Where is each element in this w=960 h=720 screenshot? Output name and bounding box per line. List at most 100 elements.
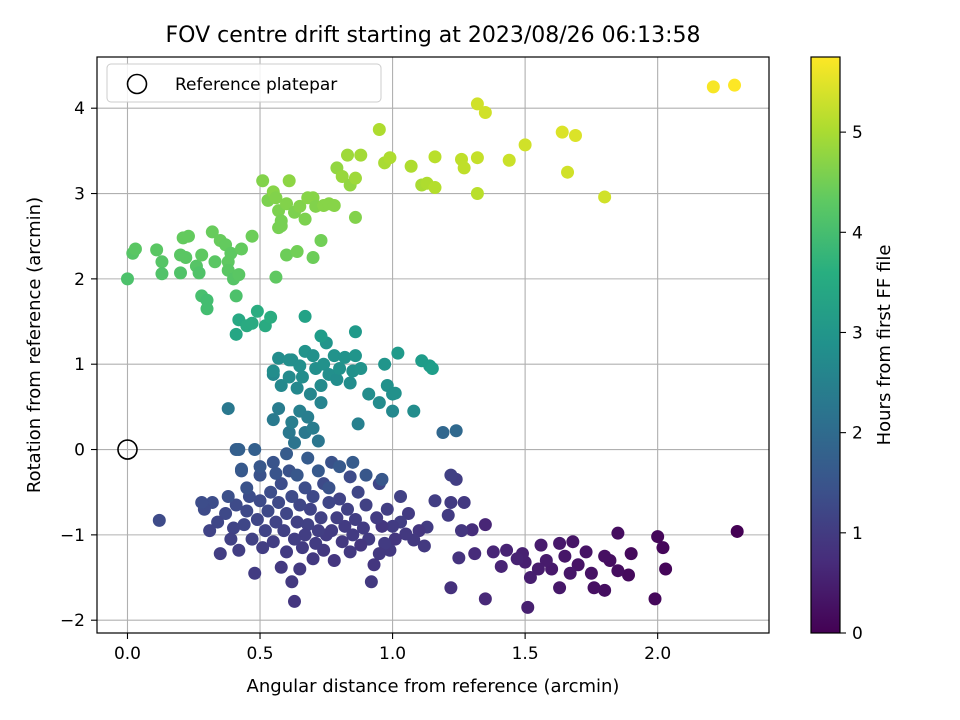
data-point <box>622 568 636 582</box>
data-point <box>494 559 508 573</box>
data-point <box>245 532 259 546</box>
data-point <box>232 543 246 557</box>
data-point <box>232 443 246 457</box>
data-point <box>227 521 241 535</box>
data-point <box>229 498 243 512</box>
data-point <box>181 229 195 243</box>
data-point <box>388 532 402 546</box>
data-point <box>343 376 357 390</box>
data-point <box>248 566 262 580</box>
data-point <box>256 541 270 555</box>
data-point <box>274 560 288 574</box>
data-point <box>155 255 169 269</box>
y-tick-label: 3 <box>74 185 85 205</box>
data-point <box>314 511 328 525</box>
data-point <box>706 80 720 94</box>
y-axis-label: Rotation from reference (arcmin) <box>24 197 45 493</box>
data-point <box>120 272 134 286</box>
data-point <box>566 535 580 549</box>
data-point <box>195 248 209 262</box>
data-point <box>348 349 362 363</box>
data-point <box>269 191 283 205</box>
data-point <box>518 138 532 152</box>
data-point <box>306 489 320 503</box>
colorbar-tick-label: 4 <box>852 223 863 243</box>
data-point <box>221 489 235 503</box>
data-point <box>280 248 294 262</box>
data-point <box>372 547 386 561</box>
data-point <box>425 361 439 375</box>
data-point <box>465 523 479 537</box>
data-point <box>301 451 315 465</box>
data-point <box>282 370 296 384</box>
data-point <box>208 255 222 269</box>
data-point <box>521 600 535 614</box>
legend-entry-reference-platepar: Reference platepar <box>175 75 337 95</box>
data-point <box>282 174 296 188</box>
data-point <box>290 515 304 529</box>
data-point <box>234 242 248 256</box>
data-point <box>203 524 217 538</box>
data-point <box>367 558 381 572</box>
data-point <box>399 527 413 541</box>
colorbar: 0 1 2 3 4 5 Hours from first FF file <box>810 56 895 644</box>
data-point <box>232 268 246 282</box>
x-axis-ticks: 0.0 0.5 1.0 1.5 2.0 <box>114 633 671 664</box>
data-point <box>362 387 376 401</box>
data-point <box>531 562 545 576</box>
data-point <box>651 530 665 544</box>
data-point <box>269 270 283 284</box>
data-point <box>303 502 317 516</box>
data-point <box>298 309 312 323</box>
data-point <box>343 470 357 484</box>
data-point <box>213 547 227 561</box>
data-point <box>266 364 280 378</box>
colorbar-tick-label: 2 <box>852 424 863 444</box>
y-tick-label: −1 <box>60 526 85 546</box>
data-point <box>401 507 415 521</box>
data-point <box>383 151 397 165</box>
data-point <box>224 246 238 260</box>
plot-frame <box>96 56 770 634</box>
colorbar-tick-label: 1 <box>852 524 863 544</box>
data-point <box>380 502 394 516</box>
data-point <box>290 245 304 259</box>
data-point <box>309 536 323 550</box>
data-point <box>285 489 299 503</box>
data-point <box>240 481 254 495</box>
data-point <box>333 460 347 474</box>
data-point <box>338 350 352 364</box>
data-point <box>428 181 442 195</box>
data-point <box>306 421 320 435</box>
x-tick-label: 1.0 <box>379 644 406 664</box>
data-point <box>378 357 392 371</box>
data-point <box>391 346 405 360</box>
data-point <box>205 225 219 239</box>
data-point <box>280 197 294 211</box>
data-point <box>348 513 362 527</box>
data-point <box>322 495 336 509</box>
data-point <box>500 543 514 557</box>
data-point <box>261 504 275 518</box>
data-point <box>200 302 214 316</box>
data-point <box>348 210 362 224</box>
y-tick-label: −2 <box>60 611 85 631</box>
data-point <box>624 547 638 561</box>
data-point <box>470 187 484 201</box>
data-point <box>335 169 349 183</box>
data-point <box>555 125 569 139</box>
data-point <box>293 498 307 512</box>
data-point <box>356 521 370 535</box>
x-axis-label: Angular distance from reference (arcmin) <box>247 676 620 697</box>
data-point <box>258 524 272 538</box>
data-point <box>290 468 304 482</box>
data-point <box>348 171 362 185</box>
data-point <box>444 581 458 595</box>
colorbar-label: Hours from first FF file <box>874 245 895 446</box>
data-point <box>274 477 288 491</box>
data-point <box>457 495 471 509</box>
data-point <box>303 387 317 401</box>
data-point <box>478 518 492 532</box>
data-point <box>253 494 267 508</box>
data-point <box>287 532 301 546</box>
